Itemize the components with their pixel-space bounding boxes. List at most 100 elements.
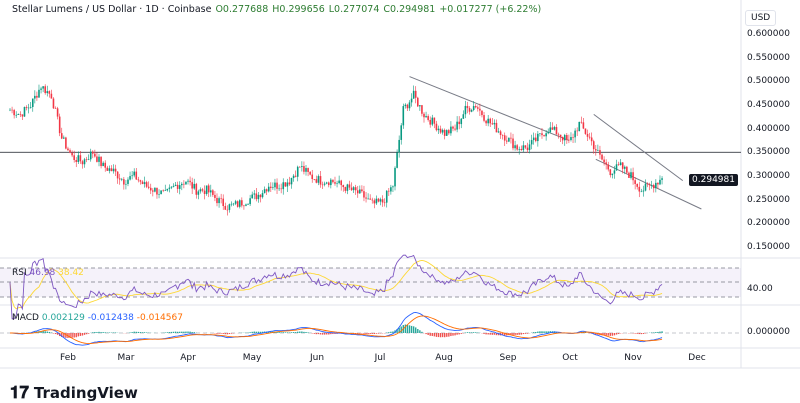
- macd-histogram-bar: [146, 332, 147, 333]
- candle-body: [549, 127, 551, 132]
- candle-body: [154, 188, 156, 192]
- candle-body: [512, 139, 514, 149]
- macd-histogram-bar: [293, 332, 294, 333]
- macd-histogram-bar: [80, 333, 81, 336]
- candle-body: [274, 183, 276, 188]
- candle-body: [355, 187, 357, 190]
- last-price-label: 0.294981: [689, 174, 738, 186]
- candle-body: [146, 182, 148, 187]
- candle-body: [196, 184, 198, 195]
- candle-body: [597, 150, 599, 151]
- candle-body: [167, 189, 169, 190]
- macd-histogram-bar: [407, 325, 408, 333]
- candle-body: [148, 187, 150, 188]
- candle-body: [336, 183, 338, 184]
- candle-body: [655, 183, 657, 188]
- candle-body: [49, 91, 51, 94]
- macd-histogram-bar: [641, 333, 642, 334]
- macd-histogram-bar: [521, 333, 522, 335]
- candle-body: [100, 157, 102, 166]
- candle-body: [485, 121, 487, 124]
- macd-histogram-bar: [318, 333, 319, 334]
- macd-histogram-bar: [49, 332, 50, 333]
- macd-histogram-bar: [485, 333, 486, 334]
- candle-body: [502, 135, 504, 136]
- macd-histogram-bar: [452, 333, 453, 336]
- candle-body: [473, 106, 475, 110]
- candle-body: [500, 131, 502, 135]
- macd-histogram-bar: [512, 333, 513, 335]
- macd-histogram-bar: [330, 333, 331, 334]
- candle-body: [249, 198, 251, 204]
- macd-histogram-bar: [258, 332, 259, 333]
- candle-body: [578, 122, 580, 131]
- candle-body: [365, 198, 367, 199]
- macd-histogram-bar: [171, 332, 172, 333]
- macd-histogram-bar: [618, 333, 619, 334]
- macd-histogram-bar: [216, 333, 217, 334]
- macd-axis-label: 0.000000: [747, 327, 790, 337]
- macd-histogram-bar: [183, 332, 184, 333]
- candle-body: [419, 105, 421, 106]
- candle-body: [351, 188, 353, 190]
- macd-histogram-bar: [421, 332, 422, 333]
- macd-histogram-bar: [73, 333, 74, 338]
- candle-body: [543, 135, 545, 136]
- macd-histogram-bar: [283, 332, 284, 333]
- macd-histogram-bar: [494, 333, 495, 335]
- macd-histogram-bar: [514, 333, 515, 335]
- candle-body: [247, 204, 249, 205]
- candle-body: [42, 86, 44, 88]
- candle-body: [224, 206, 226, 210]
- candle-body: [117, 172, 119, 179]
- price-axis-label: 0.200000: [747, 218, 790, 228]
- candle-body: [465, 106, 467, 114]
- macd-histogram-bar: [653, 332, 654, 333]
- macd-histogram-bar: [316, 333, 317, 334]
- macd-histogram-bar: [187, 332, 188, 333]
- macd-histogram-bar: [322, 333, 323, 335]
- candle-body: [527, 148, 529, 150]
- macd-histogram-bar: [289, 332, 290, 333]
- candle-body: [552, 127, 554, 129]
- candle-body: [632, 172, 634, 180]
- candle-body: [160, 190, 162, 194]
- currency-button[interactable]: USD: [745, 10, 776, 26]
- candle-body: [150, 188, 152, 191]
- macd-histogram-bar: [175, 332, 176, 333]
- candle-body: [82, 161, 84, 164]
- candle-body: [641, 191, 643, 192]
- macd-histogram-bar: [608, 333, 609, 336]
- macd-histogram-bar: [189, 332, 190, 333]
- macd-histogram-bar: [657, 332, 658, 333]
- macd-histogram-bar: [442, 333, 443, 337]
- candle-body: [492, 123, 494, 124]
- candle-body: [22, 114, 24, 116]
- candle-body: [634, 180, 636, 184]
- candle-body: [342, 185, 344, 187]
- candle-body: [537, 134, 539, 141]
- high-value: H0.299656: [272, 4, 324, 15]
- macd-histogram-bar: [71, 333, 72, 338]
- candle-body: [570, 137, 572, 140]
- candle-body: [218, 198, 220, 203]
- candle-body: [407, 105, 409, 109]
- candle-body: [585, 129, 587, 134]
- macd-histogram-bar: [409, 325, 410, 333]
- macd-histogram-bar: [432, 333, 433, 336]
- time-axis-label: Jul: [375, 353, 386, 363]
- candle-body: [131, 175, 133, 176]
- macd-histogram-bar: [142, 332, 143, 333]
- candle-body: [20, 114, 22, 115]
- candle-body: [516, 145, 518, 149]
- macd-histogram-bar: [86, 333, 87, 334]
- candle-body: [127, 180, 129, 184]
- macd-histogram-bar: [328, 333, 329, 335]
- macd-histogram-bar: [651, 332, 652, 333]
- macd-histogram-bar: [359, 333, 360, 334]
- candle-body: [591, 138, 593, 142]
- candle-body: [378, 199, 380, 202]
- macd-histogram-bar: [614, 333, 615, 335]
